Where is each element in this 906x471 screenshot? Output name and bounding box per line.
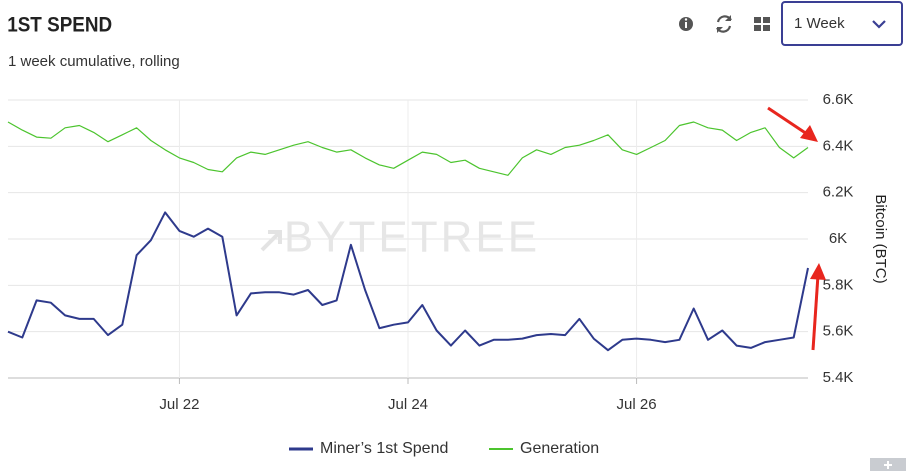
info-icon[interactable]	[679, 17, 693, 31]
annotation-arrows	[767, 106, 826, 351]
x-tick-label: Jul 22	[159, 396, 199, 413]
y-tick-label: 6.2K	[823, 184, 854, 201]
series-line	[7, 211, 809, 352]
legend-label: Miner’s 1st Spend	[320, 440, 448, 457]
y-axis-label: Bitcoin (BTC)	[872, 194, 889, 283]
x-tick-label: Jul 26	[617, 396, 657, 413]
y-tick-label: 6.4K	[823, 137, 854, 154]
y-tick-label: 5.6K	[823, 323, 854, 340]
legend-label: Generation	[520, 440, 599, 457]
y-tick-label: 6.6K	[823, 91, 854, 108]
refresh-icon[interactable]	[716, 15, 732, 33]
y-tick-label: 6K	[829, 230, 847, 247]
plot-area: 5.4K 5.6K 5.8K 6K 6.2K 6.4K 6.6K Jul 22 Jul 24 Ju…	[7, 91, 854, 413]
range-dropdown[interactable]: 1 Week	[781, 1, 903, 46]
dropdown-value: 1 Week	[794, 15, 845, 32]
chart-subtitle: 1 week cumulative, rolling	[8, 53, 180, 70]
chart-title: 1ST SPEND	[7, 14, 112, 37]
x-tick-label: Jul 24	[388, 396, 428, 413]
watermark-logo	[260, 230, 282, 252]
layout-icon[interactable]	[754, 17, 770, 31]
series-line	[7, 121, 809, 176]
y-tick-label: 5.4K	[823, 369, 854, 386]
scroll-button-icon	[884, 461, 892, 469]
y-tick-label: 5.8K	[823, 276, 854, 293]
watermark: BYTETREE	[284, 213, 540, 262]
